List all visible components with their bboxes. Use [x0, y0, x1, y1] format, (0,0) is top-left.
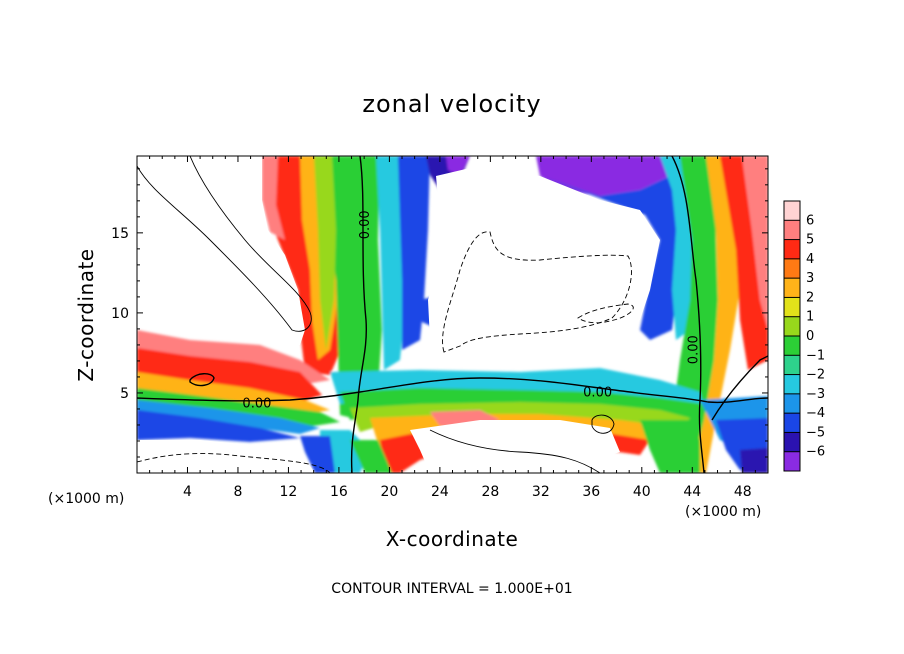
colorbar-label: −3	[806, 387, 825, 402]
band-pink-right	[742, 156, 768, 330]
white-zone-bottom-left	[137, 440, 315, 473]
x-tick-label: 4	[183, 484, 192, 500]
colorbar-label: −5	[806, 425, 825, 440]
chart-title: zonal velocity	[362, 90, 541, 118]
contour-lines	[137, 156, 768, 473]
colorbar-swatch	[784, 336, 800, 356]
colorbar: 6 5 4 3 2 1 0 −1 −2 −3 −4 −5 −6	[783, 200, 825, 472]
colorbar-label: −4	[806, 406, 825, 421]
contour-label: 0.00	[686, 335, 701, 364]
colorbar-swatch	[784, 413, 800, 433]
y-tick-label: 15	[111, 226, 129, 242]
band-lower-green-left	[350, 440, 392, 473]
contour-label-group: 0.00	[583, 385, 612, 400]
contour-labels: 0.00 0.00 0.00 0.00	[242, 210, 701, 411]
contour-label: 0.00	[583, 385, 612, 400]
contour-zero-right-column	[671, 156, 705, 473]
y-axis-ticks: 5 10 15	[111, 168, 768, 458]
x-tick-label: 28	[481, 484, 499, 500]
x-tick-label: 12	[280, 484, 298, 500]
x-tick-label: 40	[633, 484, 651, 500]
band-red-right	[720, 156, 768, 370]
contour-positive-small-ellipse	[189, 373, 215, 387]
velocity-bands	[137, 156, 768, 473]
contour-positive-upper-left	[137, 156, 312, 332]
white-zone-lower	[410, 420, 620, 473]
contour-label: 0.00	[242, 397, 271, 412]
band-lower-green-right	[640, 420, 700, 473]
x-tick-label: 44	[683, 484, 701, 500]
colorbar-swatch	[784, 201, 800, 221]
band-lower-violet-right	[740, 448, 768, 473]
colorbar-swatch	[784, 278, 800, 298]
contour-positive-lower-curve	[429, 429, 601, 473]
colorbar-swatch	[784, 451, 800, 472]
contour-negative-upper-small	[577, 303, 634, 324]
band-lightgreen-column	[314, 156, 336, 350]
white-zone-upper-center	[428, 168, 660, 356]
band-green-right-column	[660, 156, 718, 473]
x-tick-label: 8	[233, 484, 242, 500]
x-axis-label: X-coordinate	[386, 527, 519, 551]
y-axis-label: Z-coordinate	[74, 248, 98, 381]
band-red-upper-left-inner	[262, 156, 285, 240]
velocity-field: 0.00 0.00 0.00 0.00	[137, 156, 768, 473]
x-tick-label: 24	[431, 484, 449, 500]
contour-interval-note: CONTOUR INTERVAL = 1.000E+01	[331, 581, 572, 597]
band-red-left	[137, 348, 322, 402]
x-tick-label: 32	[532, 484, 550, 500]
colorbar-label: 1	[806, 310, 814, 325]
colorbar-label: 6	[806, 213, 814, 228]
y-tick-label: 10	[111, 306, 129, 322]
colorbar-label: 5	[806, 233, 814, 248]
colorbar-swatch	[784, 432, 800, 453]
colorbar-label: 4	[806, 252, 814, 267]
x-tick-label: 20	[380, 484, 398, 500]
band-orange-right	[690, 156, 740, 473]
band-green-left	[137, 388, 340, 428]
contour-zero-left-column	[350, 156, 368, 473]
y-tick-label: 5	[120, 386, 129, 402]
band-cyan-column	[376, 156, 404, 370]
colorbar-label: 2	[806, 290, 814, 305]
colorbar-swatch	[784, 355, 800, 376]
band-orange-left	[137, 372, 330, 415]
x-unit-label-right: (×1000 m)	[685, 504, 761, 520]
colorbar-swatch	[784, 239, 800, 260]
contour-zero-middle	[137, 377, 768, 404]
band-lower-blue-left	[300, 436, 335, 473]
colorbar-swatch	[784, 374, 800, 395]
colorbar-swatch	[784, 316, 800, 337]
x-unit-label-left: (×1000 m)	[48, 491, 124, 507]
x-tick-label: 36	[582, 484, 600, 500]
x-axis-ticks: 4 8 12 16 20 24 28 32 36 40 44 48	[149, 156, 756, 500]
x-tick-label: 16	[330, 484, 348, 500]
contour-negative-bottom-left	[137, 453, 331, 473]
contour-label-group: 0.00	[358, 210, 373, 239]
colorbar-label: −2	[806, 368, 825, 383]
x-tick-label: 48	[734, 484, 752, 500]
contour-label-group: 0.00	[686, 335, 701, 364]
band-blue-left	[137, 410, 300, 442]
contour-negative-upper	[442, 231, 632, 353]
colorbar-label: 3	[806, 271, 814, 286]
colorbar-swatch	[784, 297, 800, 318]
colorbar-swatch	[784, 393, 800, 414]
colorbar-swatch	[784, 220, 800, 241]
contour-zero-right-lower	[711, 355, 768, 421]
colorbar-label: 0	[806, 329, 814, 344]
band-violet-edge	[446, 156, 470, 176]
contour-label: 0.00	[358, 210, 373, 239]
contour-positive-right-ellipse	[591, 414, 615, 434]
band-cyan-left	[137, 400, 320, 434]
band-blue-top-right	[540, 176, 690, 340]
band-violet-top-right	[536, 156, 690, 196]
colorbar-label: −1	[806, 348, 825, 363]
colorbar-label: −6	[806, 445, 825, 460]
colorbar-swatch	[784, 258, 800, 279]
contour-label-group: 0.00	[242, 397, 271, 412]
